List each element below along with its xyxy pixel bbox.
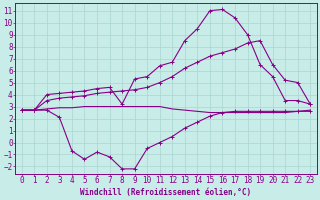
X-axis label: Windchill (Refroidissement éolien,°C): Windchill (Refroidissement éolien,°C) — [80, 188, 252, 197]
